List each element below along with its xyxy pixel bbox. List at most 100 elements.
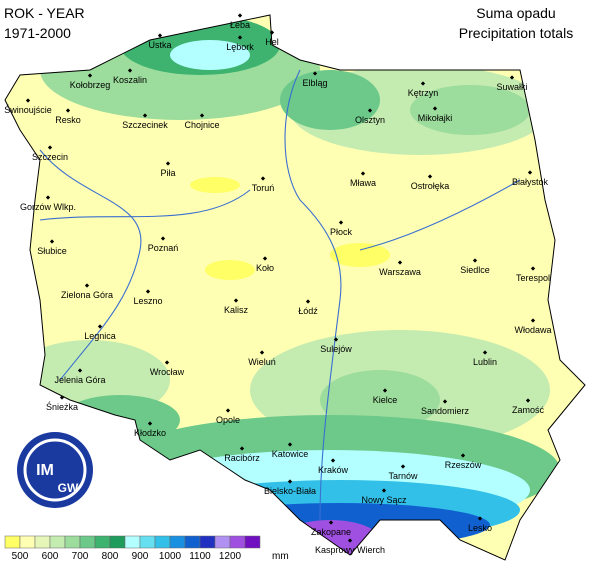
city-marker xyxy=(397,260,403,265)
city-marker xyxy=(525,398,531,403)
legend-swatch xyxy=(34,535,51,549)
city-marker xyxy=(65,108,71,113)
legend-label: 800 xyxy=(102,551,119,562)
city-marker xyxy=(237,13,243,18)
city-label: Suwałki xyxy=(496,82,527,92)
city-label: Olsztyn xyxy=(355,115,385,125)
city-marker xyxy=(164,360,170,365)
city-label: Koło xyxy=(256,263,274,273)
city-marker xyxy=(527,170,533,175)
city-marker xyxy=(145,289,151,294)
city-label: Kłodzko xyxy=(134,428,166,438)
city-label: Terespol xyxy=(516,273,550,283)
city-marker xyxy=(381,488,387,493)
city-label: Legnica xyxy=(84,331,116,341)
city-marker xyxy=(225,408,231,413)
city-label: Włodawa xyxy=(514,325,551,335)
city-marker xyxy=(147,421,153,426)
city-marker xyxy=(262,256,268,261)
city-label: Chojnice xyxy=(184,120,219,130)
city-label: Śnieżka xyxy=(46,401,78,412)
city-label: Hel xyxy=(265,37,279,47)
city-label: Zakopane xyxy=(311,527,351,537)
city-marker xyxy=(530,318,536,323)
city-label: Lublin xyxy=(473,357,497,367)
logo: IM GW xyxy=(17,432,93,508)
city-marker xyxy=(400,464,406,469)
city-label: Lesko xyxy=(468,523,492,533)
city-label: Zamość xyxy=(512,405,545,415)
legend-swatch xyxy=(4,535,21,549)
city-label: Racibórz xyxy=(224,453,260,463)
city-marker xyxy=(477,516,483,521)
city-marker xyxy=(237,35,243,40)
city-marker xyxy=(427,174,433,179)
subtitle: Precipitation totals xyxy=(459,25,573,41)
subtitle: 1971-2000 xyxy=(4,25,71,41)
city-label: Sulejów xyxy=(320,344,352,354)
city-label: Mikołajki xyxy=(418,113,453,123)
legend-swatch xyxy=(49,535,66,549)
legend-swatch xyxy=(109,535,126,549)
city-label: Resko xyxy=(55,115,81,125)
legend-swatch xyxy=(169,535,186,549)
city-label: Lębork xyxy=(226,42,254,52)
legend-label: 500 xyxy=(12,551,29,562)
city-marker xyxy=(47,145,53,150)
legend-swatch xyxy=(214,535,231,549)
city-label: Szczecinek xyxy=(122,120,168,130)
legend-swatch xyxy=(94,535,111,549)
city-marker xyxy=(87,73,93,78)
city-label: Słubice xyxy=(37,246,67,256)
legend-swatch xyxy=(64,535,81,549)
legend-swatch xyxy=(184,535,201,549)
legend-swatch xyxy=(139,535,156,549)
city-label: Świnoujście xyxy=(4,104,52,115)
city-marker xyxy=(472,258,478,263)
city-label: Kielce xyxy=(373,395,398,405)
legend-swatch xyxy=(229,535,246,549)
city-label: Zielona Góra xyxy=(61,290,113,300)
city-marker xyxy=(25,98,31,103)
city-marker xyxy=(239,446,245,451)
city-label: Koszalin xyxy=(113,75,147,85)
city-label: Kasprowy Wierch xyxy=(315,545,385,555)
city-label: Siedlce xyxy=(460,265,490,275)
city-label: Elbląg xyxy=(302,78,327,88)
city-label: Sandomierz xyxy=(421,406,470,416)
legend-label: 1000 xyxy=(159,551,182,562)
city-label: Poznań xyxy=(148,243,179,253)
city-label: Kalisz xyxy=(224,305,249,315)
city-label: Szczecin xyxy=(32,152,68,162)
city-marker xyxy=(338,220,344,225)
city-marker xyxy=(347,538,353,543)
city-label: Rzeszów xyxy=(445,460,482,470)
city-label: Białystok xyxy=(512,177,549,187)
city-label: Ustka xyxy=(148,40,171,50)
logo-text: GW xyxy=(58,481,79,495)
city-marker xyxy=(260,176,266,181)
legend-label: 1100 xyxy=(189,551,211,562)
legend-swatch xyxy=(19,535,36,549)
city-label: Opole xyxy=(216,415,240,425)
legend-unit: mm xyxy=(272,551,289,562)
city-label: Kętrzyn xyxy=(408,88,439,98)
city-label: Leszno xyxy=(133,296,162,306)
city-marker xyxy=(328,520,334,525)
city-marker xyxy=(460,453,466,458)
city-label: Wrocław xyxy=(150,367,185,377)
city-label: Nowy Sącz xyxy=(361,495,407,505)
city-marker xyxy=(127,68,133,73)
city-label: Bielsko-Biała xyxy=(264,486,316,496)
city-label: Warszawa xyxy=(379,267,421,277)
city-marker xyxy=(233,298,239,303)
legend-swatch xyxy=(124,535,141,549)
city-label: Łódź xyxy=(298,306,318,316)
city-marker xyxy=(287,479,293,484)
city-label: Toruń xyxy=(252,183,275,193)
city-label: Katowice xyxy=(272,449,309,459)
legend-label: 700 xyxy=(72,551,89,562)
city-label: Płock xyxy=(330,227,353,237)
logo-text: IM xyxy=(36,462,54,479)
